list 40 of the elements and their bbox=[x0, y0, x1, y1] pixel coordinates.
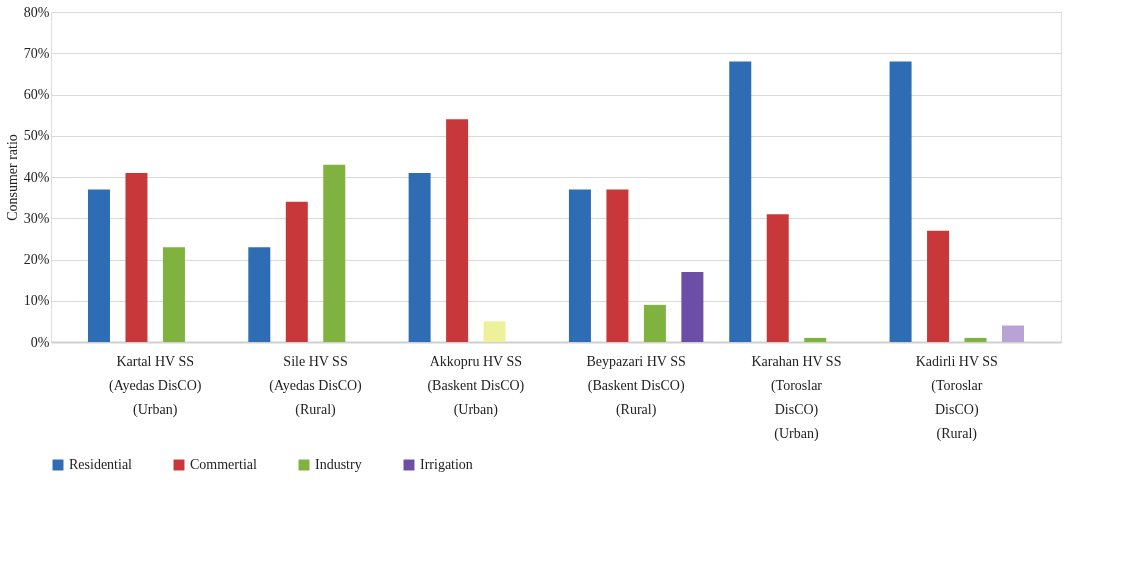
bar bbox=[87, 189, 110, 342]
y-tick-label: 50% bbox=[23, 128, 50, 144]
y-axis-title: Consumer ratio bbox=[4, 134, 20, 221]
x-tick-label: Beypazari HV SS (Baskent DisCO) (Rural) bbox=[586, 353, 686, 418]
y-tick-label: 0% bbox=[30, 334, 50, 350]
bar bbox=[483, 321, 506, 342]
x-tick-label: Kadirli HV SS (Toroslar DisCO) (Rural) bbox=[915, 353, 998, 442]
bar bbox=[729, 61, 752, 342]
bar bbox=[606, 189, 629, 342]
y-tick-label: 10% bbox=[23, 293, 50, 309]
bar bbox=[766, 214, 789, 342]
y-tick-label: 30% bbox=[23, 210, 50, 226]
y-tick-label: 40% bbox=[23, 169, 50, 185]
x-tick-label: Kartal HV SS (Ayedas DisCO) (Urban) bbox=[109, 353, 202, 418]
bar bbox=[964, 337, 987, 342]
bar bbox=[568, 189, 591, 342]
legend-label: Residential bbox=[69, 457, 133, 472]
bar bbox=[125, 172, 148, 342]
y-tick-label: 70% bbox=[23, 45, 50, 61]
y-tick-label: 60% bbox=[23, 87, 50, 102]
legend-label: Commertial bbox=[190, 457, 257, 472]
bar bbox=[1002, 325, 1025, 342]
bar bbox=[323, 164, 346, 342]
legend-label: Industry bbox=[315, 457, 362, 472]
bar bbox=[446, 119, 469, 342]
bar bbox=[804, 337, 827, 342]
y-tick-label: 20% bbox=[23, 252, 50, 267]
bar bbox=[285, 201, 308, 342]
x-tick-label: Sile HV SS (Ayedas DisCO) (Rural) bbox=[269, 353, 363, 418]
y-tick-label: 80% bbox=[23, 4, 50, 20]
x-tick-label: Karahan HV SS (Toroslar DisCO) (Urban) bbox=[751, 353, 842, 442]
bar bbox=[927, 230, 950, 342]
bar bbox=[248, 247, 271, 342]
bar bbox=[681, 271, 704, 342]
x-tick-label: Akkopru HV SS (Baskent DisCO) (Urban) bbox=[427, 353, 525, 418]
bar bbox=[889, 61, 912, 342]
bar bbox=[408, 172, 431, 342]
bar bbox=[162, 247, 185, 342]
legend-label: Irrigation bbox=[420, 457, 473, 472]
bar bbox=[643, 304, 666, 342]
